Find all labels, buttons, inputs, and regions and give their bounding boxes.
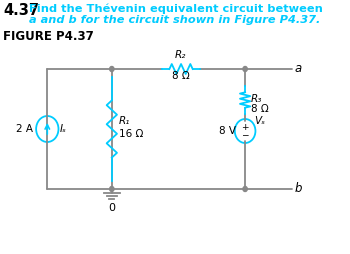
- Text: FIGURE P4.37: FIGURE P4.37: [4, 30, 94, 43]
- Text: R₂: R₂: [175, 50, 186, 60]
- Text: R₃: R₃: [251, 94, 262, 104]
- Text: 8 Ω: 8 Ω: [251, 104, 269, 114]
- Text: 0: 0: [108, 203, 115, 213]
- Text: −: −: [241, 131, 249, 139]
- Circle shape: [243, 186, 247, 192]
- Text: a and b for the circuit shown in Figure P4.37.: a and b for the circuit shown in Figure …: [29, 15, 321, 25]
- Text: Iₛ: Iₛ: [60, 124, 67, 134]
- Text: 8 Ω: 8 Ω: [172, 71, 189, 81]
- Text: R₁: R₁: [119, 116, 130, 126]
- Circle shape: [110, 186, 114, 192]
- Text: a: a: [294, 62, 301, 75]
- Text: Find the Thévenin equivalent circuit between: Find the Thévenin equivalent circuit bet…: [29, 3, 323, 13]
- Text: +: +: [241, 122, 249, 132]
- Text: 4.37: 4.37: [4, 3, 40, 18]
- Text: 8 V: 8 V: [219, 126, 236, 136]
- Text: 2 A: 2 A: [16, 124, 33, 134]
- Text: 16 Ω: 16 Ω: [119, 129, 143, 139]
- Circle shape: [243, 67, 247, 71]
- Text: b: b: [294, 183, 302, 196]
- Circle shape: [110, 67, 114, 71]
- Text: Vₛ: Vₛ: [254, 116, 265, 126]
